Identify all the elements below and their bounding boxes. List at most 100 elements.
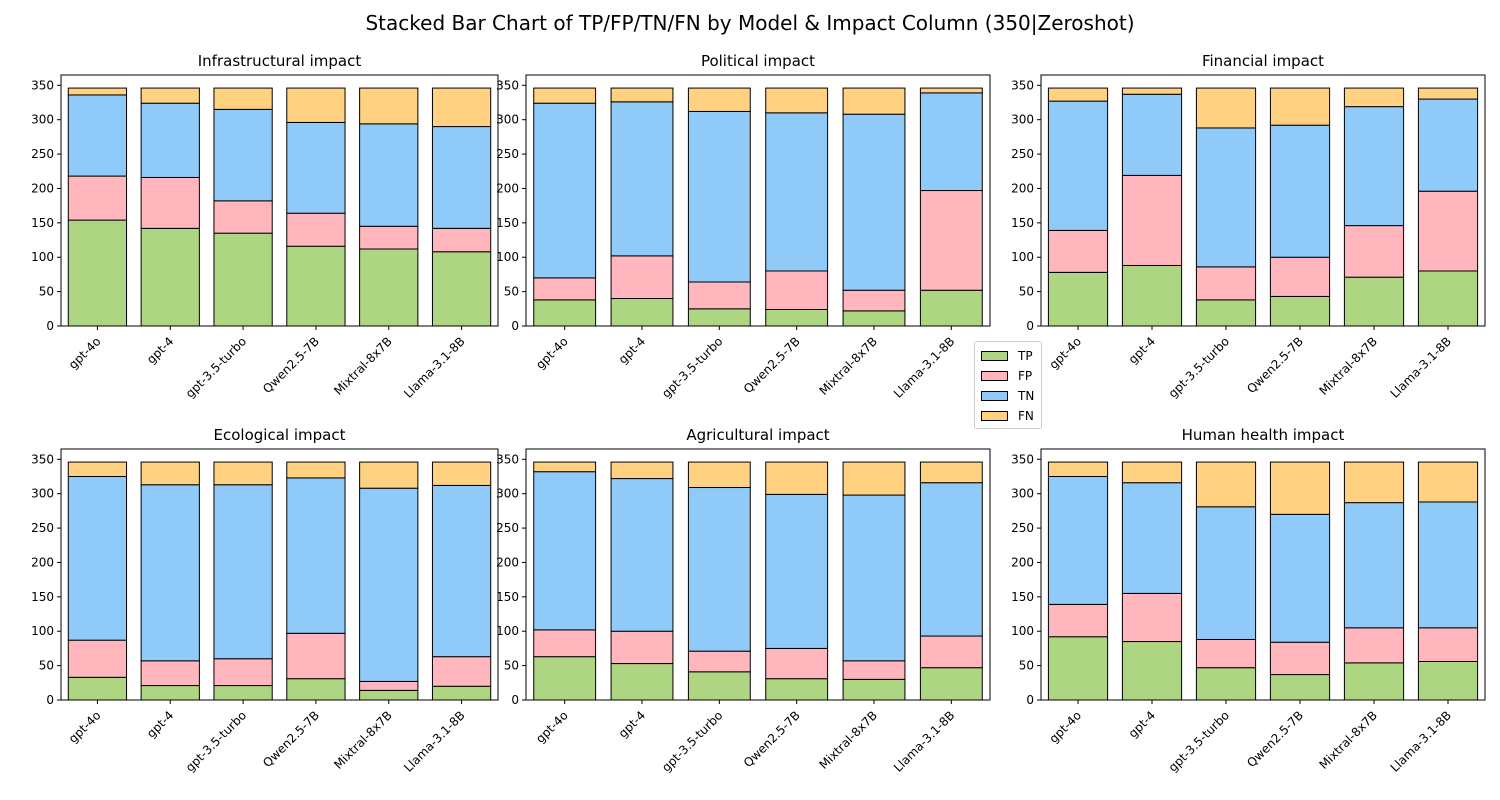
y-tick-label: 150 [496, 216, 519, 230]
bar-fp-qwen2-5-7b [1269, 256, 1331, 297]
axes-frame [1040, 448, 1486, 701]
legend-item-tn: TN [981, 388, 1034, 404]
x-tick-label: Llama-3.1-8B [401, 334, 467, 400]
x-tick-label: Qwen2.5-7B [1244, 334, 1306, 396]
x-tick-label: gpt-3.5-turbo [183, 708, 249, 774]
bar-fn-mixtral-8x7b [1343, 461, 1405, 504]
x-tick-label: Qwen2.5-7B [741, 334, 803, 396]
y-tick-label: 300 [31, 113, 54, 127]
x-tick-label: gpt-4o [533, 708, 571, 746]
axes-frame [60, 448, 499, 701]
bar-fn-qwen2-5-7b [1269, 461, 1331, 515]
y-tick-label: 100 [1011, 250, 1034, 264]
bar-tp-qwen2-5-7b [1269, 295, 1331, 327]
y-tick-label: 250 [31, 147, 54, 161]
bar-fn-gpt-4 [610, 87, 674, 103]
y-tick-label: 350 [496, 78, 519, 92]
x-tick-label: Llama-3.1-8B [891, 708, 957, 774]
bar-fp-gpt-3-5-turbo [213, 658, 273, 687]
bar-tn-llama-3-1-8b [431, 126, 492, 229]
legend-swatch-fn [981, 411, 1008, 421]
x-tick-label: Llama-3.1-8B [401, 708, 467, 774]
bar-tn-gpt-4 [1121, 93, 1183, 176]
bar-fn-qwen2-5-7b [286, 87, 346, 123]
panel-title: Financial impact [1202, 52, 1324, 70]
bar-tn-llama-3-1-8b [919, 482, 983, 637]
bar-fn-gpt-3-5-turbo [213, 461, 273, 486]
y-tick-label: 50 [504, 659, 519, 673]
x-tick-label: gpt-4 [1126, 708, 1158, 740]
bar-tn-gpt-4 [140, 484, 200, 662]
bar-tp-gpt-3-5-turbo [687, 308, 751, 327]
bar-fp-qwen2-5-7b [765, 647, 829, 680]
axes-frame [525, 448, 991, 701]
y-tick-label: 200 [496, 181, 519, 195]
x-tick-label: gpt-4 [616, 708, 648, 740]
bar-fp-gpt-3-5-turbo [687, 650, 751, 673]
y-tick-label: 150 [31, 590, 54, 604]
bar-fn-gpt-4 [1121, 87, 1183, 95]
legend-label-tp: TP [1018, 349, 1033, 363]
bar-fn-gpt-3-5-turbo [687, 461, 751, 489]
legend-label-fn: FN [1018, 409, 1034, 423]
bar-fp-gpt-4 [1121, 592, 1183, 643]
legend-item-fn: FN [981, 408, 1034, 424]
bar-tn-llama-3-1-8b [431, 484, 492, 658]
x-tick-label: Qwen2.5-7B [1244, 708, 1306, 770]
y-tick-label: 0 [511, 693, 519, 707]
x-tick-label: Qwen2.5-7B [260, 708, 322, 770]
y-tick-label: 0 [46, 319, 54, 333]
bar-fn-mixtral-8x7b [359, 87, 419, 125]
bar-tp-mixtral-8x7b [1343, 276, 1405, 327]
legend: TP FP TN FN [974, 341, 1042, 429]
y-tick-label: 350 [496, 452, 519, 466]
x-tick-label: gpt-4 [144, 708, 176, 740]
bar-tn-gpt-4o [533, 102, 597, 279]
bar-fp-mixtral-8x7b [1343, 627, 1405, 664]
bar-tn-mixtral-8x7b [842, 494, 906, 662]
panel-title: Ecological impact [214, 426, 346, 444]
y-tick-label: 200 [496, 555, 519, 569]
bar-fp-llama-3-1-8b [431, 227, 492, 253]
y-tick-label: 150 [496, 590, 519, 604]
y-tick-label: 200 [31, 181, 54, 195]
bar-tn-gpt-3-5-turbo [687, 487, 751, 652]
figure-title: Stacked Bar Chart of TP/FP/TN/FN by Mode… [365, 11, 1135, 35]
bar-fp-gpt-4o [533, 629, 597, 658]
bar-fn-mixtral-8x7b [842, 461, 906, 496]
bar-tn-gpt-4 [610, 478, 674, 632]
bar-tp-qwen2-5-7b [765, 308, 829, 327]
y-tick-label: 100 [31, 624, 54, 638]
x-tick-label: Qwen2.5-7B [260, 334, 322, 396]
x-tick-label: gpt-4 [144, 334, 176, 366]
chart-panel-6: Human health impact gpt-4o gpt-4 gpt-3.5-tu… [1011, 426, 1486, 775]
bar-fp-llama-3-1-8b [919, 635, 983, 669]
bar-tp-gpt-4 [1121, 641, 1183, 701]
bar-tp-gpt-3-5-turbo [213, 685, 273, 701]
bar-tp-gpt-4 [610, 297, 674, 327]
x-tick-label: gpt-4o [66, 334, 104, 372]
bar-tp-gpt-4o [67, 676, 128, 701]
x-tick-label: Mixtral-8x7B [331, 334, 395, 398]
legend-swatch-tp [981, 351, 1008, 361]
bar-tn-gpt-4o [1047, 100, 1109, 231]
bar-tp-llama-3-1-8b [919, 289, 983, 327]
bar-fn-gpt-4o [67, 87, 128, 96]
bar-tn-qwen2-5-7b [765, 112, 829, 272]
bar-fn-llama-3-1-8b [431, 461, 492, 486]
bar-fp-mixtral-8x7b [359, 225, 419, 250]
bar-fn-gpt-4 [140, 87, 200, 104]
bar-tp-llama-3-1-8b [919, 667, 983, 701]
bar-fp-mixtral-8x7b [842, 660, 906, 680]
bar-fp-llama-3-1-8b [1417, 190, 1479, 272]
y-tick-label: 350 [1011, 78, 1034, 92]
bar-tn-gpt-4 [1121, 482, 1183, 594]
panel-title: Political impact [701, 52, 815, 70]
bar-fn-qwen2-5-7b [286, 461, 346, 479]
bar-tn-mixtral-8x7b [1343, 106, 1405, 227]
bar-fn-gpt-4 [610, 461, 674, 480]
x-tick-label: Llama-3.1-8B [1388, 708, 1454, 774]
chart-panel-1: Infrastructural impact gpt-4o gpt-4 gpt-3.5… [31, 52, 499, 401]
bar-tn-gpt-4o [67, 94, 128, 177]
y-tick-label: 0 [511, 319, 519, 333]
